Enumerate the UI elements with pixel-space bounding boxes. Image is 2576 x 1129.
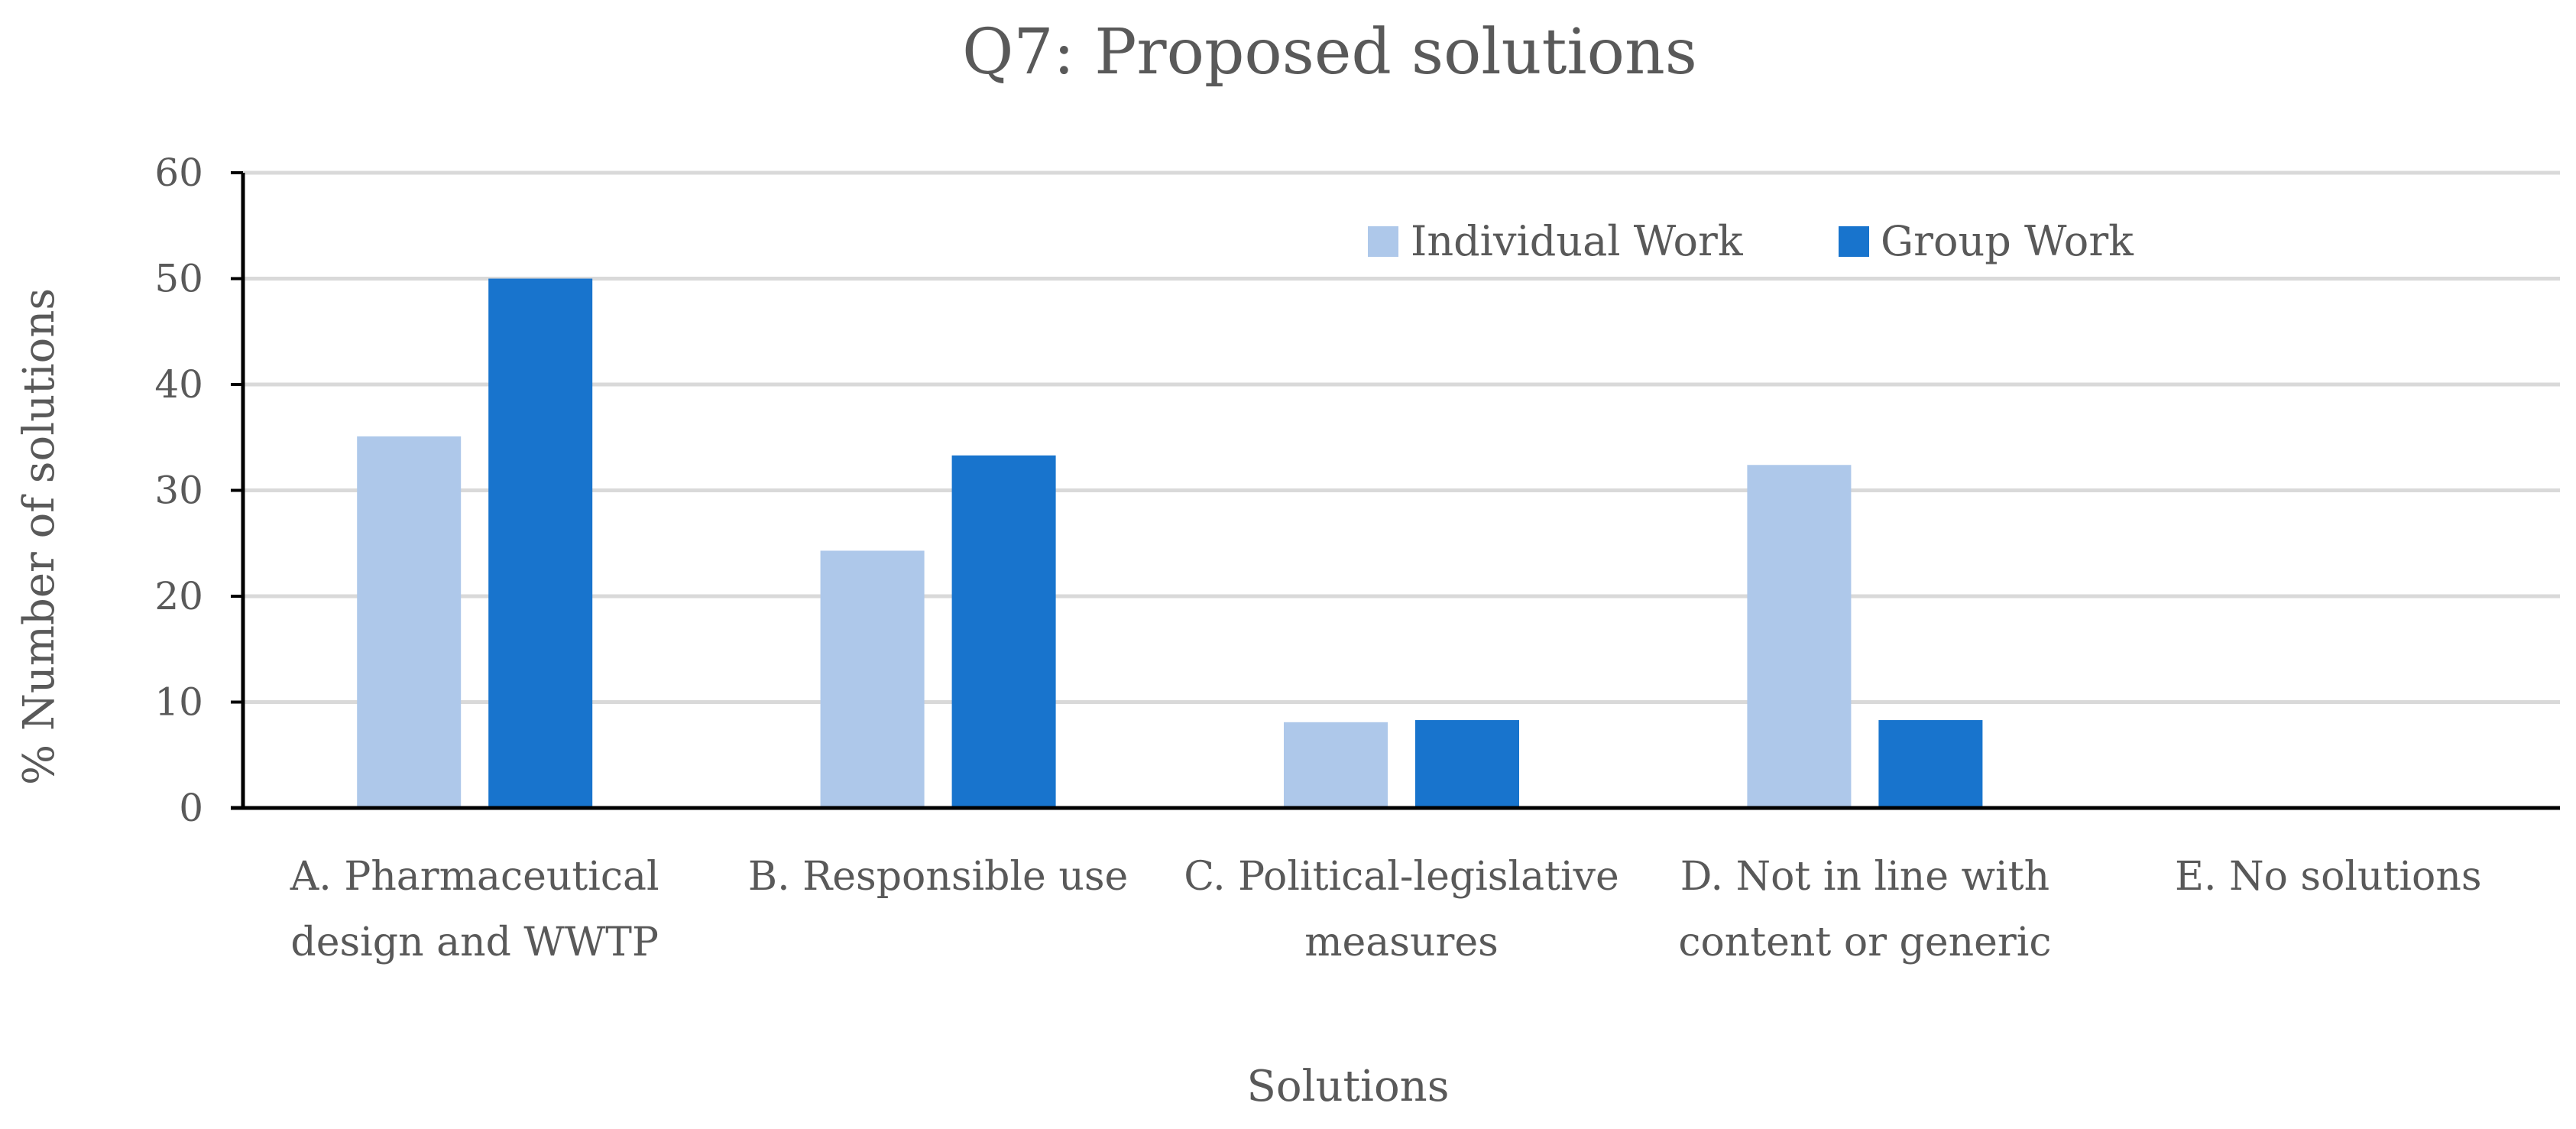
bar [820,550,925,808]
x-category-label: A. Pharmaceutical design and WWTP [290,854,659,965]
x-category-label: E. No solutions [2175,854,2481,900]
y-tick-labels: 0 10 20 30 40 50 60 [154,151,203,830]
x-category-label: C. Political-legislative measures [1184,854,1619,965]
x-category-label: D. Not in line with content or generic [1678,854,2051,965]
bars [357,278,1983,808]
y-axis-label: % Number of solutions [15,288,64,785]
x-category-label: B. Responsible use [748,854,1128,900]
legend: Individual Work Group Work [1368,217,2134,265]
legend-swatch [1368,226,1398,257]
y-tick-label: 50 [154,257,203,301]
bar [357,436,462,808]
gridlines [243,170,2560,704]
bar [488,278,593,808]
legend-swatch [1839,226,1869,257]
y-tick-label: 20 [154,574,203,618]
bar [1284,722,1388,808]
x-axis-label: Solutions [1247,1062,1450,1111]
y-tick-label: 10 [154,680,203,725]
legend-label: Group Work [1881,217,2134,265]
y-tick-label: 60 [154,151,203,195]
bar [951,455,1056,808]
bar [1747,465,1852,808]
bar [1415,720,1519,808]
y-tick-label: 30 [154,469,203,513]
bar [1878,720,1983,808]
y-tick-label: 40 [154,362,203,407]
chart-title: Q7: Proposed solutions [962,16,1697,89]
x-category-labels: A. Pharmaceutical design and WWTP B. Respo… [290,854,2482,965]
legend-label: Individual Work [1411,217,1744,265]
axes [231,171,2560,810]
y-tick-label: 0 [179,786,203,830]
